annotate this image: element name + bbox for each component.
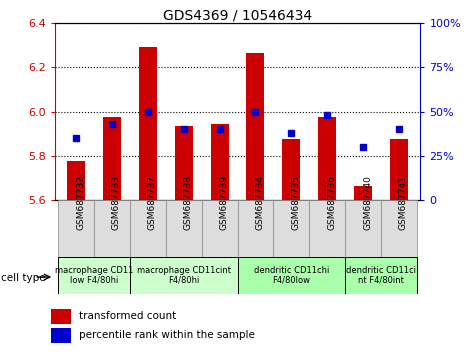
- Text: GSM687739: GSM687739: [219, 176, 228, 230]
- Text: macrophage CD11cint
F4/80hi: macrophage CD11cint F4/80hi: [137, 266, 231, 285]
- Bar: [354, 185, 372, 200]
- FancyBboxPatch shape: [202, 200, 238, 258]
- FancyBboxPatch shape: [94, 200, 130, 258]
- Text: GSM687733: GSM687733: [112, 176, 121, 230]
- FancyBboxPatch shape: [130, 200, 166, 258]
- FancyBboxPatch shape: [58, 257, 130, 294]
- FancyBboxPatch shape: [130, 257, 238, 294]
- Text: GSM687738: GSM687738: [184, 176, 193, 230]
- Text: transformed count: transformed count: [79, 311, 176, 321]
- Text: GSM687732: GSM687732: [76, 176, 85, 230]
- Text: GSM687735: GSM687735: [291, 176, 300, 230]
- Bar: [247, 53, 265, 200]
- FancyBboxPatch shape: [381, 200, 417, 258]
- Bar: [67, 161, 85, 200]
- Text: GSM687734: GSM687734: [256, 176, 265, 230]
- FancyBboxPatch shape: [238, 200, 273, 258]
- Bar: [51, 309, 71, 324]
- Text: GSM687736: GSM687736: [327, 176, 336, 230]
- Text: macrophage CD11
low F4/80hi: macrophage CD11 low F4/80hi: [55, 266, 133, 285]
- FancyBboxPatch shape: [309, 200, 345, 258]
- FancyBboxPatch shape: [345, 200, 381, 258]
- Text: GSM687737: GSM687737: [148, 176, 157, 230]
- Text: dendritic CD11ci
nt F4/80int: dendritic CD11ci nt F4/80int: [346, 266, 416, 285]
- FancyBboxPatch shape: [345, 257, 417, 294]
- Bar: [318, 117, 336, 200]
- Text: dendritic CD11chi
F4/80low: dendritic CD11chi F4/80low: [254, 266, 329, 285]
- FancyBboxPatch shape: [58, 200, 94, 258]
- FancyBboxPatch shape: [273, 200, 309, 258]
- Text: GSM687741: GSM687741: [399, 176, 408, 230]
- Bar: [390, 139, 408, 200]
- Bar: [210, 124, 228, 200]
- FancyBboxPatch shape: [166, 200, 202, 258]
- Text: GSM687740: GSM687740: [363, 176, 372, 230]
- FancyBboxPatch shape: [238, 257, 345, 294]
- Text: percentile rank within the sample: percentile rank within the sample: [79, 330, 255, 341]
- Bar: [282, 139, 300, 200]
- Bar: [139, 47, 157, 200]
- Bar: [175, 126, 193, 200]
- Bar: [103, 117, 121, 200]
- Text: cell type: cell type: [1, 273, 46, 283]
- Bar: [51, 328, 71, 343]
- Text: GDS4369 / 10546434: GDS4369 / 10546434: [163, 9, 312, 23]
